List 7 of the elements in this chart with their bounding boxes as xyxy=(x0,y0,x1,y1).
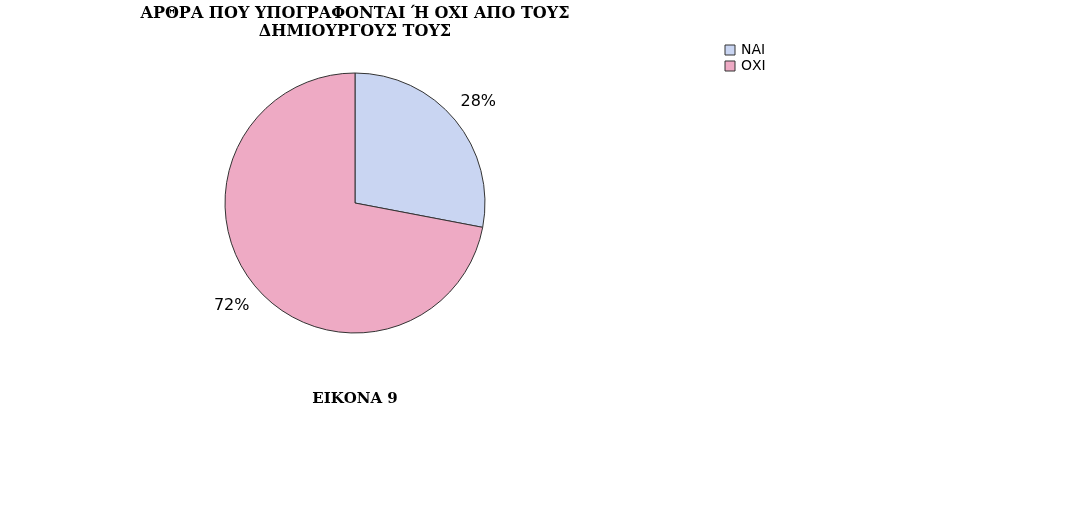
legend-label: ΟΧΙ xyxy=(741,57,766,73)
data-label: 72% xyxy=(213,294,250,314)
text: ΑΡΘΡΑ ΠΟΥ ΥΠΟΓΡΑΦΟΝΤΑΙ Ή ΟΧΙ ΑΠΟ ΤΟΥΣ xyxy=(140,3,570,22)
text: ΕΙΚΟΝΑ 9 xyxy=(312,389,398,407)
legend-label: ΝΑΙ xyxy=(741,41,766,57)
text: ΔΗΜΙΟΥΡΓΟΥΣ ΤΟΥΣ xyxy=(258,21,452,40)
data-label: 28% xyxy=(460,91,497,111)
